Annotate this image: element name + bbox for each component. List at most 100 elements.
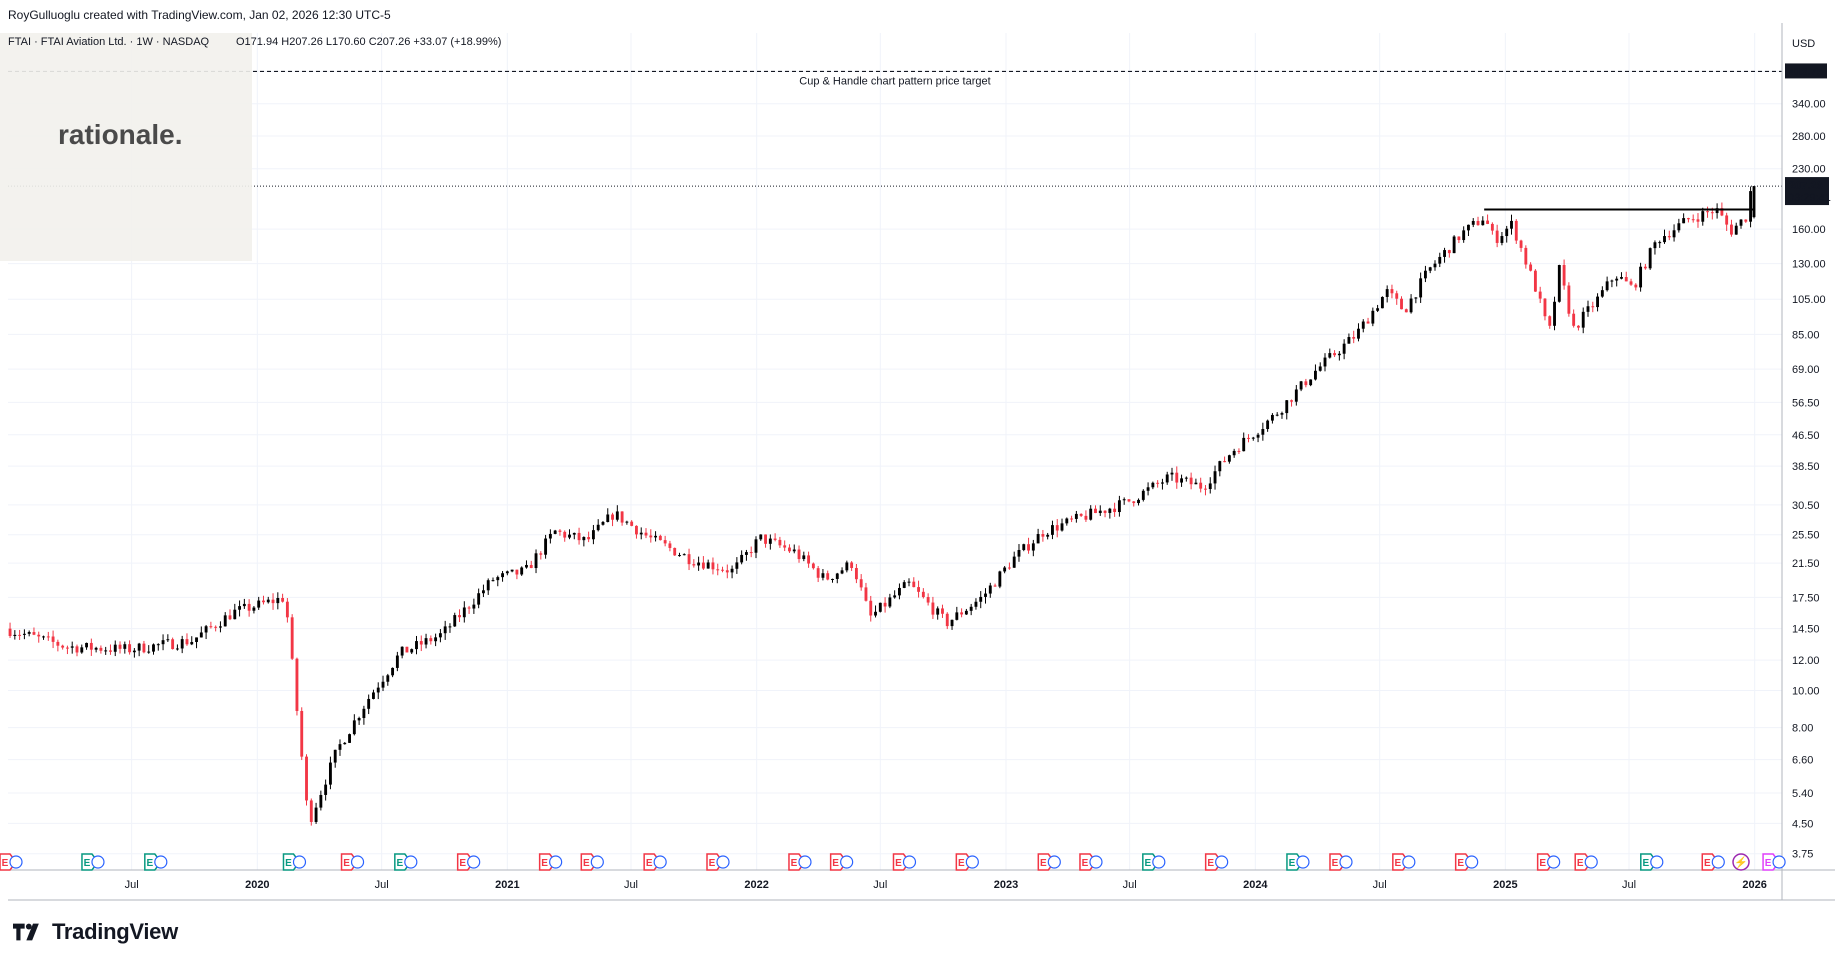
candle-down <box>1591 301 1595 313</box>
earnings-marker[interactable]: E <box>1142 853 1166 871</box>
candle-body <box>46 636 50 638</box>
candle-body <box>89 642 93 650</box>
candle-body <box>137 643 141 651</box>
candle-up <box>252 606 256 614</box>
candle-up <box>1715 203 1719 219</box>
earnings-marker[interactable]: E <box>81 853 105 871</box>
earnings-marker[interactable]: E <box>1701 853 1725 871</box>
candle-down <box>692 559 696 568</box>
candle-body <box>735 562 739 569</box>
candle-up <box>152 643 155 655</box>
symbol-line: FTAI · FTAI Aviation Ltd. · 1W · NASDAQ <box>8 36 210 48</box>
candle-up <box>113 640 117 657</box>
price-tick-label: 105.00 <box>1792 294 1826 306</box>
split-marker[interactable]: ⚡ <box>1732 853 1750 871</box>
candle-down <box>1113 502 1117 517</box>
candle-up <box>1160 478 1164 490</box>
earnings-icon-letter: E <box>1394 858 1401 869</box>
candle-down <box>725 564 729 579</box>
candle-up <box>1208 477 1212 494</box>
candle-body <box>486 580 490 591</box>
price-tick-label: 14.50 <box>1792 624 1820 636</box>
candle-body <box>1357 328 1360 339</box>
dividend-icon <box>9 855 23 869</box>
earnings-marker[interactable]: E <box>1079 853 1103 871</box>
earnings-marker[interactable]: E <box>456 853 481 871</box>
candle-body <box>754 539 758 553</box>
candle-down <box>797 545 801 563</box>
earnings-marker[interactable]: E <box>1392 853 1416 871</box>
earnings-marker[interactable]: E <box>1454 853 1479 871</box>
candle-down <box>921 588 925 599</box>
candle-down <box>118 641 122 654</box>
earnings-marker[interactable]: E <box>538 853 563 871</box>
candle-down <box>1667 230 1671 241</box>
candle-up <box>888 593 892 609</box>
earnings-marker[interactable]: E <box>340 853 365 871</box>
candle-up <box>1170 467 1174 481</box>
candle-body <box>1065 518 1069 524</box>
candle-body <box>1012 556 1016 568</box>
candle-down <box>295 657 299 716</box>
candle-body <box>405 646 409 653</box>
candle-body <box>740 554 744 563</box>
time-tick-label: 2025 <box>1493 879 1517 891</box>
candle-up <box>907 578 911 587</box>
earnings-marker[interactable]: E <box>1286 853 1310 871</box>
tradingview-logo[interactable]: TradingView <box>12 918 178 946</box>
candle-down <box>1548 315 1552 329</box>
candle-up <box>486 578 490 595</box>
earnings-marker[interactable]: E <box>643 853 667 871</box>
candle-up <box>1017 544 1021 562</box>
candle-body <box>1567 285 1571 314</box>
earnings-marker[interactable]: E <box>0 853 23 871</box>
candle-body <box>1610 280 1614 282</box>
dividend-icon <box>1339 855 1353 869</box>
candle-up <box>22 629 26 640</box>
earnings-markers[interactable]: E E E E E E E E E E E E E E E E E E E E E E E E E E E ⚡ E <box>0 853 1786 871</box>
candle-body <box>252 607 256 611</box>
candle-body <box>1170 472 1174 475</box>
candle-up <box>276 592 280 610</box>
candle-up <box>768 534 772 550</box>
earnings-marker[interactable]: E <box>1037 853 1061 871</box>
candle-down <box>869 595 873 622</box>
candle-up <box>123 641 127 654</box>
candle-body <box>438 633 442 638</box>
earnings-marker[interactable]: E <box>955 853 979 871</box>
drawings[interactable]: Cup & Handle chart pattern price target <box>8 70 1782 211</box>
candle-up <box>85 642 88 650</box>
earnings-marker[interactable]: E <box>892 853 917 871</box>
time-tick-label: 2024 <box>1243 879 1268 891</box>
author-line: RoyGulluoglu created with TradingView.co… <box>8 8 391 22</box>
earnings-marker[interactable]: E <box>144 853 168 871</box>
candle-body <box>1686 218 1690 220</box>
candle-up <box>415 635 418 655</box>
earnings-marker[interactable]: E <box>1640 853 1664 871</box>
earnings-marker[interactable]: E <box>282 853 307 871</box>
earnings-marker[interactable]: E <box>1574 853 1598 871</box>
candle-up <box>1663 229 1666 244</box>
candle-body <box>1309 379 1313 386</box>
earnings-marker[interactable]: E <box>829 853 854 871</box>
candle-body <box>577 532 581 541</box>
dividend-icon <box>1152 855 1166 869</box>
earnings-marker[interactable]: E <box>788 853 812 871</box>
earnings-marker[interactable]: E <box>1536 853 1561 871</box>
earnings-marker[interactable]: E <box>1329 853 1353 871</box>
candle-up <box>453 612 457 627</box>
earnings-marker[interactable]: E <box>706 853 730 871</box>
earnings-marker[interactable]: E <box>1204 853 1229 871</box>
candle-up <box>1409 294 1413 314</box>
candle-down <box>539 551 543 560</box>
earnings-marker[interactable]: E <box>580 853 604 871</box>
candle-body <box>1691 219 1695 221</box>
candle-up <box>1180 474 1183 487</box>
candle-body <box>783 545 787 548</box>
candle-body <box>32 632 36 635</box>
candle-body <box>352 720 356 735</box>
earnings-marker[interactable]: E <box>1762 853 1786 871</box>
dividend-icon <box>716 855 730 869</box>
earnings-marker[interactable]: E <box>394 853 418 871</box>
